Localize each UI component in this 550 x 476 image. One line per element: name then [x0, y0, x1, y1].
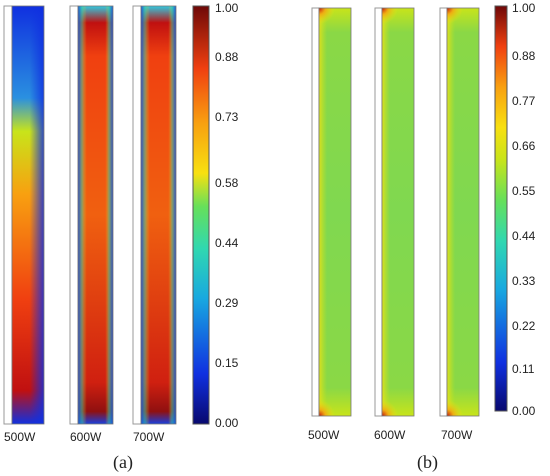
- colorbar-a-tick: 1.00: [215, 1, 239, 15]
- colorbar-b-tick: 0.00: [512, 404, 536, 418]
- strip-500w-a: [3, 5, 13, 425]
- panel-a-fields: [3, 5, 210, 425]
- strip-500w-b: [311, 7, 320, 417]
- colorbar-b-tick: 0.66: [512, 139, 536, 153]
- column-label-600w-b: 600W: [374, 428, 406, 442]
- field-500w-a-edge: [12, 6, 44, 424]
- column-label-500w-b: 500W: [308, 428, 340, 442]
- colorbar-b-tick: 0.77: [512, 94, 536, 108]
- colorbar-b-tick: 0.88: [512, 49, 536, 63]
- colorbar-a-tick: 0.44: [215, 236, 239, 250]
- colorbar-a-tick: 0.15: [215, 356, 239, 370]
- colorbar-b-tick: 0.44: [512, 229, 536, 243]
- colorbar-b-tick: 0.11: [512, 362, 535, 376]
- colorbar-b-tick: 0.55: [512, 184, 536, 198]
- panel-b: 500W 600W 700W 1.00 0.88 0.77 0.66 0.55 …: [300, 0, 550, 476]
- colorbar-a-tick: 0.88: [215, 50, 239, 64]
- panel-b-fields: [311, 5, 508, 417]
- strip-700w-b: [439, 7, 448, 417]
- strip-700w-a: [132, 5, 142, 425]
- colorbar-b-tick: 0.33: [512, 274, 536, 288]
- column-label-600w-a: 600W: [70, 430, 102, 444]
- column-label-700w-a: 700W: [133, 430, 165, 444]
- colorbar-b-tick: 0.22: [512, 319, 536, 333]
- column-label-500w-a: 500W: [4, 430, 36, 444]
- panel-label-b: (b): [417, 452, 438, 472]
- colorbar-b-tick: 1.00: [512, 1, 536, 15]
- colorbar-a-tick: 0.73: [215, 110, 239, 124]
- panel-label-a: (a): [113, 452, 133, 472]
- colorbar-a-tick: 0.00: [215, 416, 239, 430]
- column-label-700w-b: 700W: [441, 428, 473, 442]
- colorbar-a-tick: 0.58: [215, 176, 239, 190]
- colorbar-a: [192, 5, 210, 425]
- strip-600w-b: [374, 7, 383, 417]
- colorbar-a-tick: 0.29: [215, 296, 239, 310]
- strip-600w-a: [69, 5, 79, 425]
- colorbar-b: [494, 5, 508, 412]
- panel-a: 500W 600W 700W 1.00 0.88 0.73 0.58 0.44 …: [3, 1, 239, 472]
